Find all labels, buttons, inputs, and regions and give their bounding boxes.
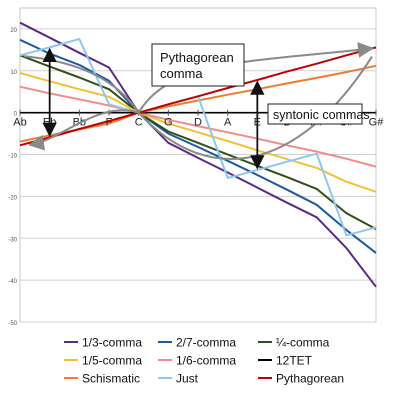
series-line-1-5-comma (19, 71, 377, 193)
legend-label: Pythagorean (276, 372, 344, 386)
x-tick-label: Ab (13, 117, 26, 129)
x-tick-label: D (194, 117, 202, 129)
pythagorean-comma-label-line1: Pythagorean (160, 50, 234, 65)
y-tick-label: -20 (8, 195, 17, 201)
series-line-1-3-comma (19, 21, 377, 288)
pythagorean-comma-curve-upper (23, 55, 140, 114)
x-tick-label: C (135, 117, 143, 129)
legend-label: Just (176, 372, 199, 386)
pythagorean-comma-arrow-left (28, 109, 139, 151)
syntonic-commas-label: syntonic commas (273, 108, 370, 122)
y-tick-label: 20 (10, 28, 17, 34)
legend-label: Schismatic (82, 372, 140, 386)
y-tick-label: -40 (8, 279, 17, 285)
legend-label: 1/6-comma (176, 354, 236, 368)
x-tick-label: G (164, 117, 173, 129)
series-line-1-6-comma (19, 85, 377, 168)
y-tick-label: -50 (8, 321, 17, 327)
y-tick-label: 0 (14, 112, 18, 118)
pythagorean-comma-box (151, 43, 245, 87)
series-line-2-7-comma (19, 38, 377, 254)
x-tick-label: A (224, 117, 232, 129)
pythagorean-comma-label-line2: comma (160, 66, 203, 81)
y-tick-label: 10 (10, 70, 17, 76)
legend-label: 2/7-comma (176, 336, 236, 350)
syntonic-commas-box (267, 103, 363, 125)
series-line-pythagorean (19, 46, 377, 147)
legend-label: ¼-comma (276, 336, 330, 350)
legend-label: 12TET (276, 354, 313, 368)
legend-label: 1/5-comma (82, 354, 142, 368)
y-tick-label: -10 (8, 154, 17, 160)
x-tick-label: G# (369, 117, 385, 129)
series-line-comma (19, 54, 377, 230)
x-tick-label: F (106, 117, 113, 129)
y-tick-label: -30 (8, 237, 17, 243)
legend-label: 1/3-comma (82, 336, 142, 350)
